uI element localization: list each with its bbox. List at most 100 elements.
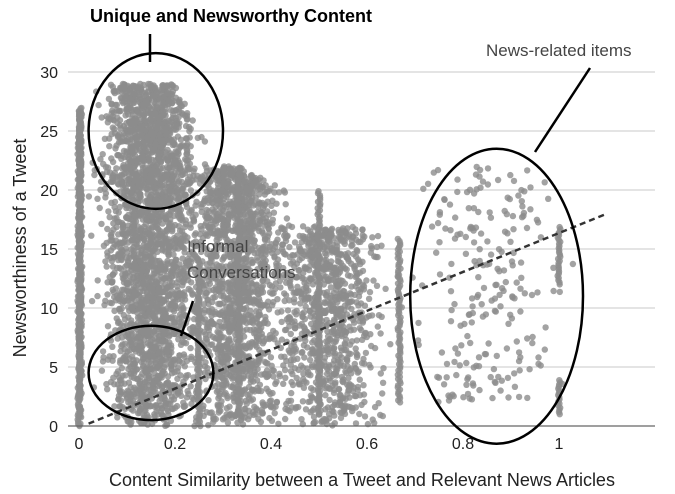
data-point	[127, 400, 134, 408]
data-point	[220, 180, 228, 187]
data-point	[284, 307, 292, 314]
data-point	[187, 143, 194, 150]
data-point	[243, 400, 250, 407]
data-point	[172, 94, 180, 102]
data-point	[380, 365, 387, 372]
data-point	[209, 298, 216, 306]
data-point	[111, 293, 118, 301]
data-point	[120, 354, 127, 362]
data-point	[116, 173, 123, 180]
data-point	[172, 164, 179, 172]
data-point	[240, 262, 247, 270]
data-point	[193, 253, 200, 261]
data-point	[379, 379, 387, 386]
data-point	[266, 331, 274, 339]
data-point	[145, 386, 152, 394]
data-point	[122, 372, 129, 379]
data-point	[122, 94, 129, 101]
data-point	[183, 394, 190, 401]
data-point	[137, 95, 144, 103]
data-point	[122, 125, 129, 133]
data-point	[220, 359, 227, 366]
data-point	[88, 232, 95, 239]
data-point	[117, 240, 125, 247]
data-point	[220, 271, 227, 278]
data-point	[134, 309, 141, 317]
data-point	[241, 283, 248, 290]
data-point	[159, 245, 166, 253]
data-point	[168, 393, 175, 400]
data-point	[132, 278, 139, 285]
data-point	[165, 87, 172, 95]
data-point	[237, 416, 245, 424]
data-point	[242, 178, 249, 185]
data-point	[157, 158, 165, 165]
data-point	[124, 330, 132, 337]
data-point	[207, 252, 214, 259]
data-point	[363, 277, 370, 284]
data-point	[155, 332, 163, 340]
data-point	[95, 101, 102, 109]
data-point	[109, 343, 116, 350]
data-point	[260, 273, 267, 280]
data-point	[163, 421, 171, 429]
data-point	[136, 258, 143, 265]
data-point	[256, 217, 263, 224]
data-point	[267, 354, 275, 361]
data-point	[208, 229, 216, 237]
data-point	[271, 410, 278, 417]
data-point	[224, 226, 232, 234]
data-point	[225, 296, 232, 303]
data-point	[184, 387, 191, 395]
data-point	[202, 197, 209, 205]
data-point	[196, 231, 204, 238]
data-point	[94, 292, 101, 300]
data-point	[133, 366, 140, 373]
data-point	[245, 202, 253, 209]
data-point	[175, 205, 183, 212]
data-point	[217, 354, 225, 361]
data-point	[130, 184, 138, 192]
data-point	[153, 89, 161, 96]
data-point	[138, 126, 145, 133]
data-point	[168, 282, 175, 289]
data-point	[184, 110, 191, 117]
data-point	[248, 373, 255, 380]
data-point	[204, 364, 211, 372]
data-point	[322, 392, 329, 399]
data-point	[180, 270, 187, 277]
data-point	[168, 405, 175, 412]
data-point	[166, 221, 173, 228]
data-point	[187, 383, 194, 390]
data-point	[145, 263, 152, 271]
data-point	[105, 208, 112, 215]
data-point	[226, 253, 233, 261]
data-point	[129, 220, 136, 227]
data-point	[116, 122, 124, 129]
data-point	[248, 245, 255, 252]
data-point	[132, 212, 139, 220]
data-point	[175, 195, 182, 202]
data-point	[157, 231, 164, 238]
data-point	[183, 150, 190, 158]
data-point	[107, 231, 115, 239]
data-point	[268, 283, 276, 290]
data-point	[127, 370, 134, 377]
data-point	[146, 104, 153, 111]
data-point	[129, 407, 137, 414]
data-point	[263, 359, 270, 367]
data-point	[324, 321, 331, 329]
data-point	[75, 107, 83, 115]
data-point	[261, 202, 268, 209]
data-point	[148, 278, 155, 285]
data-point	[107, 247, 115, 254]
data-point	[85, 193, 93, 200]
data-point	[137, 394, 145, 401]
data-point	[160, 213, 168, 220]
data-point	[159, 338, 166, 345]
data-point	[281, 250, 288, 258]
data-point	[216, 318, 223, 326]
data-point	[188, 400, 195, 407]
data-point	[135, 177, 142, 184]
data-point	[110, 226, 117, 233]
